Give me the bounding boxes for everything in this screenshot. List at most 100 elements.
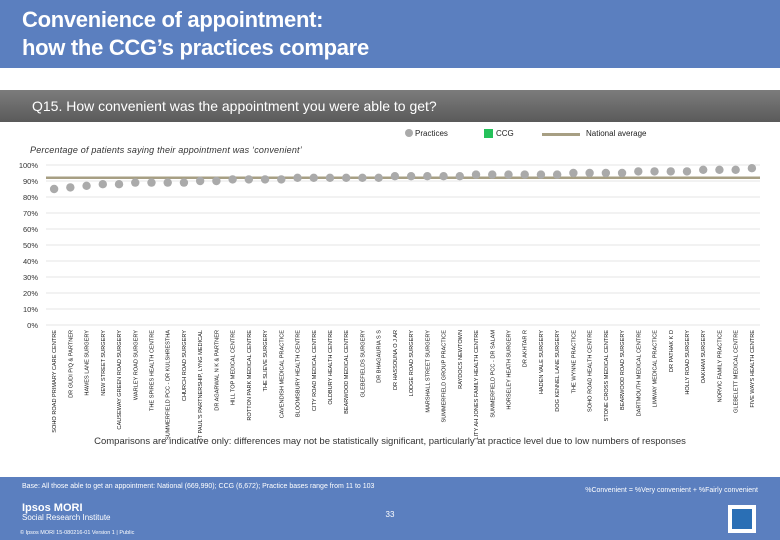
y-tick-label: 0%	[27, 321, 38, 330]
practice-point	[244, 175, 254, 184]
practice-point	[504, 170, 513, 179]
x-category-label: OLDBURY HEALTH CENTRE	[328, 330, 334, 405]
practice-point	[536, 170, 546, 179]
legend-practices-label: Practices	[415, 129, 448, 138]
comparison-note: Comparisons are indicative only: differe…	[94, 436, 686, 447]
x-category-label: HORSELEY HEATH SURGERY	[506, 330, 512, 410]
practice-point	[228, 175, 237, 184]
x-category-label: MODALITY AH JONES FAMILY HEALTH CENTRE	[474, 330, 480, 440]
legend-ccg-label: CCG	[496, 129, 514, 138]
x-category-label: MARSHALL STREET SURGERY	[425, 330, 431, 413]
x-category-label: DARTMOUTH MEDICAL CENTRE	[636, 330, 642, 417]
page-number: 33	[385, 510, 395, 519]
practice-point	[569, 168, 578, 178]
practice-point	[423, 172, 432, 181]
practice-point	[699, 165, 708, 174]
y-tick-label: 10%	[23, 305, 38, 314]
practice-point	[66, 183, 75, 192]
y-tick-label: 90%	[23, 177, 38, 186]
x-category-label: SUMMERFIELD PCC - DR KULSHRESTHA	[166, 330, 172, 440]
x-category-label: NEW STREET SURGERY	[101, 330, 107, 396]
practice-point	[715, 165, 724, 174]
ipsos-mark-icon	[728, 505, 756, 533]
practice-point	[731, 165, 740, 174]
x-category-label: SUMMERFIELD GROUP PRACTICE	[442, 330, 448, 423]
practice-point	[147, 178, 156, 187]
practice-point	[260, 175, 270, 184]
practice-point	[277, 175, 286, 184]
definition-note: %Convenient = %Very convenient + %Fairly…	[585, 487, 758, 494]
practice-point	[488, 170, 497, 179]
x-category-label: DOG KENNEL LANE SURGERY	[555, 330, 561, 412]
practice-point	[195, 176, 205, 186]
practice-point	[49, 184, 59, 194]
y-tick-label: 50%	[23, 241, 38, 250]
y-tick-label: 80%	[23, 193, 38, 202]
x-category-label: HOLLY ROAD SURGERY	[685, 330, 691, 395]
x-category-label: THE SLIEVE SURGERY	[263, 330, 269, 392]
practice-point	[601, 168, 611, 178]
practice-point	[439, 172, 448, 181]
x-category-label: GLEBEFIELDS SURGERY	[360, 330, 366, 398]
chart-subtitle: Percentage of patients saying their appo…	[30, 145, 302, 155]
question-bar	[0, 90, 780, 122]
practice-point	[682, 167, 692, 176]
practice-point	[293, 173, 302, 182]
national-line-icon	[542, 133, 580, 136]
brand-line-1: Ipsos MORI	[22, 502, 83, 514]
chart: 0% 10% 20% 30% 40% 50% 60% 70% 80% 90% 100% SOHO R…	[19, 161, 760, 440]
x-category-label: CAVENDISH MEDICAL PRACTICE	[279, 330, 285, 419]
x-category-label: DR AKHTAR R	[523, 330, 529, 367]
y-tick-label: 70%	[23, 209, 38, 218]
practice-point	[471, 170, 481, 179]
x-category-label: DR HASSOUNA O J AR	[393, 330, 399, 390]
y-tick-label: 30%	[23, 273, 38, 282]
x-category-label: NORVIC FAMILY PRACTICE	[717, 330, 723, 403]
brand-line-2: Social Research Institute	[22, 513, 111, 522]
x-category-label: ROTTON PARK MEDICAL CENTRE	[247, 330, 253, 421]
x-category-label: FIVE WAYS HEALTH CENTRE	[750, 330, 756, 408]
x-category-label: LODGE ROAD SURGERY	[409, 330, 415, 397]
base-note: Base: All those able to get an appointme…	[22, 483, 375, 490]
y-tick-label: 60%	[23, 225, 38, 234]
x-category-label: BLOOMSBURY HEALTH CENTRE	[296, 330, 302, 417]
header-bar	[0, 0, 780, 68]
x-category-label: THE WYNNE PRACTICE	[571, 330, 577, 394]
practice-point	[552, 170, 562, 179]
ccg-marker-icon	[484, 129, 493, 138]
x-category-label: BEARWOOD ROAD SURGERY	[620, 330, 626, 410]
practices-marker-icon	[405, 129, 413, 137]
practice-point	[358, 173, 367, 182]
x-category-label: ST PAUL'S PARTNERSHIP, LYNG MEDICAL	[198, 330, 204, 440]
x-category-label: STONE CROSS MEDICAL CENTRE	[604, 330, 610, 422]
practice-point	[342, 173, 351, 182]
practice-point	[131, 178, 140, 187]
practice-point	[309, 173, 318, 182]
x-category-label: WARLEY ROAD SURGERY	[133, 330, 139, 400]
footer-bar	[0, 477, 780, 540]
x-category-label: OAKHAM SURGERY	[701, 330, 707, 384]
x-category-label: SUMMERFIELD PCC - DR SALAM	[490, 330, 496, 418]
x-category-label: THE SPIRES HEALTH CENTRE	[149, 330, 155, 411]
x-category-label: CITY ROAD MEDICAL CENTRE	[312, 330, 318, 411]
legend-national-label: National average	[586, 129, 647, 138]
x-category-label: CAUSEWAY GREEN ROAD SURGERY	[117, 330, 123, 430]
x-category-label: HADEN VALE SURGERY	[539, 330, 545, 394]
practice-point	[585, 168, 594, 178]
practice-point	[212, 176, 221, 186]
practice-point	[98, 180, 107, 189]
y-tick-label: 40%	[23, 257, 38, 266]
x-category-label: HAWES LANE SURGERY	[85, 330, 91, 396]
question-text: Q15. How convenient was the appointment …	[32, 98, 437, 114]
y-tick-label: 100%	[19, 161, 39, 170]
x-category-label: BEARWOOD MEDICAL CENTRE	[344, 330, 350, 414]
practice-point	[617, 168, 627, 178]
x-category-label: SOHO ROAD PRIMARY CARE CENTRE	[52, 330, 58, 433]
practice-point	[455, 172, 464, 181]
practice-point	[650, 167, 659, 176]
x-category-label: DR PATHAK K D	[669, 330, 675, 372]
practice-point	[634, 167, 643, 176]
y-tick-label: 20%	[23, 289, 38, 298]
practice-point	[406, 172, 416, 181]
x-category-label: DR AGARWAL N K & PARTNER	[214, 330, 220, 411]
